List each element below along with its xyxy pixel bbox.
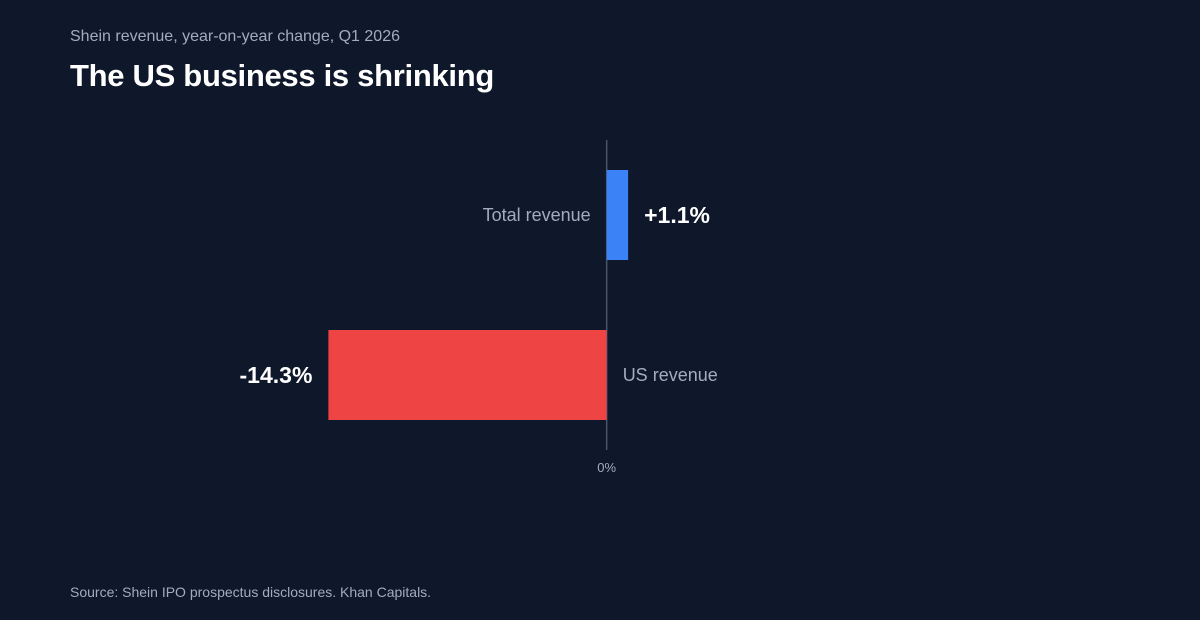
category-label-us-revenue: US revenue bbox=[623, 365, 718, 385]
bar-us-revenue bbox=[328, 330, 607, 420]
category-label-total-revenue: Total revenue bbox=[483, 205, 591, 225]
value-label-total-revenue: +1.1% bbox=[644, 202, 710, 228]
chart-title: The US business is shrinking bbox=[70, 58, 494, 93]
value-label-us-revenue: -14.3% bbox=[240, 362, 313, 388]
chart-subtitle: Shein revenue, year-on-year change, Q1 2… bbox=[70, 28, 400, 45]
source-note: Source: Shein IPO prospectus disclosures… bbox=[70, 584, 432, 600]
bar-total-revenue bbox=[606, 170, 629, 260]
zero-tick-label: 0% bbox=[597, 460, 616, 475]
